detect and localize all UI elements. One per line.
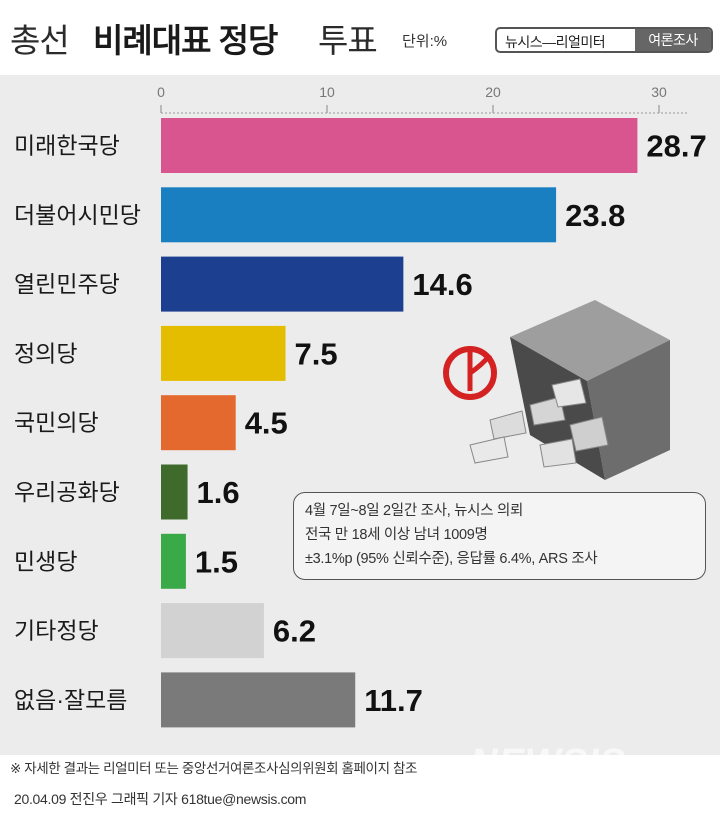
x-tick-label: 0 [157, 84, 165, 100]
category-label: 더불어시민당 [14, 202, 141, 228]
category-label: 열린민주당 [14, 271, 120, 297]
ballot-box-body [469, 300, 670, 480]
bar [161, 187, 557, 243]
category-label: 없음·잘모름 [14, 687, 127, 713]
value-label: 11.7 [364, 683, 423, 718]
title-part-2: 비례대표 정당 [93, 22, 278, 59]
value-label: 6.2 [273, 614, 316, 649]
source-name: 뉴시스—리얼미터 [505, 34, 606, 50]
bar [161, 118, 638, 173]
title-part-1: 총선 [10, 22, 70, 59]
value-label: 4.5 [245, 406, 288, 441]
newsis-watermark: NEWSIS [470, 742, 626, 784]
bar [161, 672, 356, 728]
x-tick-label: 20 [485, 84, 501, 100]
bar [161, 325, 286, 381]
survey-note: 4월 7일~8일 2일간 조사, 뉴시스 의뢰 전국 만 18세 이상 남녀 1… [293, 492, 706, 580]
bar-chart: 0 10 20 30 미래한국당 28.7 더불어시민당 23.8 열린민주당 14.6 정의당 7.… [14, 84, 707, 728]
bar [161, 603, 264, 659]
survey-note-line-3: ±3.1%p (95% 신뢰수준), 응답률 6.4%, ARS 조사 [305, 551, 598, 567]
value-label: 23.8 [565, 198, 625, 233]
value-label: 7.5 [295, 336, 338, 371]
category-label: 국민의당 [14, 410, 99, 436]
value-label: 28.7 [646, 129, 706, 164]
unit-label: 단위:% [402, 33, 448, 50]
ballot-box-icon [443, 300, 670, 480]
header: 총선 비례대표 정당 투표 단위:% 뉴시스—리얼미터 여론조사 [0, 0, 720, 75]
survey-note-line-1: 4월 7일~8일 2일간 조사, 뉴시스 의뢰 [305, 503, 524, 519]
title-part-3: 투표 [318, 22, 378, 59]
category-label: 우리공화당 [14, 479, 120, 505]
category-label: 기타정당 [14, 618, 99, 644]
category-label: 민생당 [14, 548, 77, 574]
bar [161, 464, 188, 520]
bar [161, 395, 236, 451]
survey-note-line-2: 전국 만 18세 이상 남녀 1009명 [305, 527, 488, 543]
credit-line: 20.04.09 전진우 그래픽 기자 618tue@newsis.com [14, 791, 307, 807]
bar [161, 533, 186, 589]
value-label: 14.6 [412, 267, 472, 302]
bar [161, 256, 404, 312]
source-type: 여론조사 [635, 29, 711, 51]
value-label: 1.6 [197, 475, 240, 510]
category-label: 미래한국당 [14, 133, 120, 159]
x-tick-label: 30 [651, 84, 667, 100]
category-label: 정의당 [14, 340, 77, 366]
x-tick-label: 10 [319, 84, 335, 100]
value-label: 1.5 [195, 544, 238, 579]
source-badge: 뉴시스—리얼미터 여론조사 [495, 27, 713, 53]
vote-stamp-icon [443, 346, 497, 400]
footnote: ※ 자세한 결과는 리얼미터 또는 중앙선거여론조사심의위원회 홈페이지 참조 [10, 761, 417, 776]
